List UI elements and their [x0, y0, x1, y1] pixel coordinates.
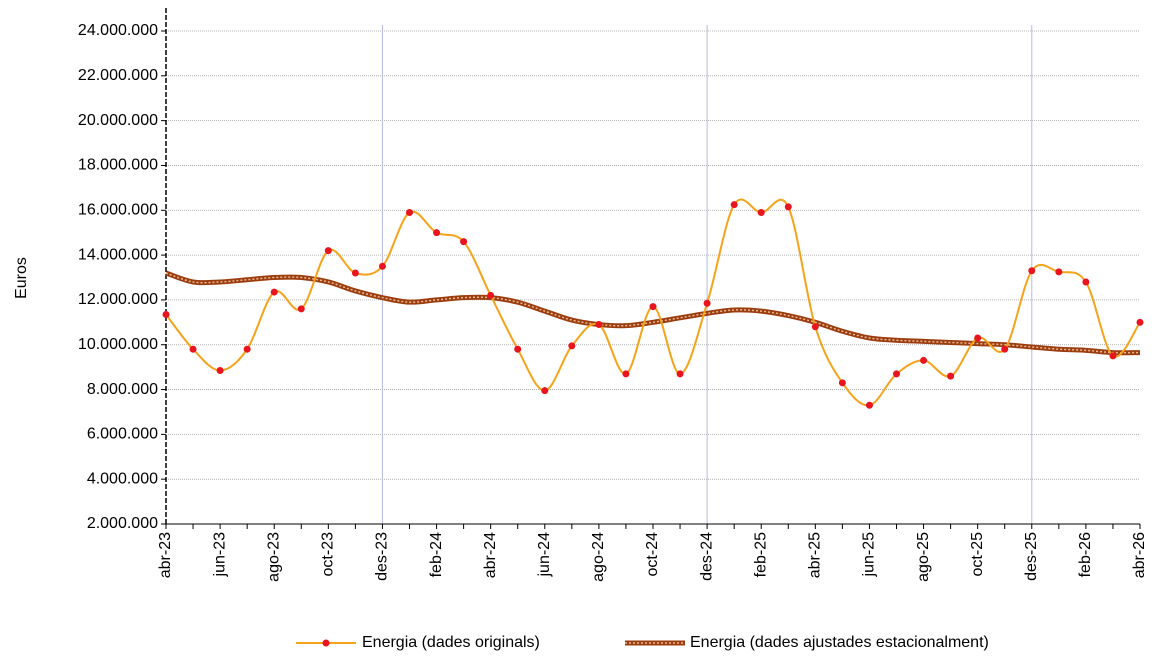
data-point — [406, 209, 413, 217]
data-point — [784, 203, 792, 211]
data-point — [838, 379, 846, 387]
x-tick-label: feb-25 — [752, 532, 769, 577]
x-tick-label: ago-24 — [590, 532, 607, 582]
data-point — [1055, 268, 1063, 276]
data-point — [1028, 267, 1036, 275]
data-point — [649, 303, 657, 311]
data-point — [811, 323, 819, 331]
data-point — [568, 342, 576, 350]
data-point — [297, 305, 305, 313]
data-point — [433, 229, 441, 237]
x-tick-label: ago-25 — [915, 532, 932, 582]
data-point — [162, 310, 170, 318]
x-tick-label: jun-24 — [536, 532, 553, 578]
data-point — [595, 321, 603, 329]
x-tick-label: oct-23 — [320, 532, 337, 577]
y-tick-label: 10.000.000 — [78, 336, 158, 353]
y-tick-label: 16.000.000 — [78, 201, 158, 218]
x-tick-label: des-25 — [1023, 532, 1040, 581]
y-tick-label: 24.000.000 — [78, 22, 158, 39]
x-tick-label: jun-25 — [861, 532, 878, 578]
y-tick-label: 4.000.000 — [87, 470, 158, 487]
legend-label: Energia (dades ajustades estacionalment) — [690, 634, 989, 651]
data-point — [703, 299, 711, 307]
data-point — [189, 345, 197, 353]
data-point — [1001, 345, 1009, 353]
data-point — [865, 401, 873, 409]
y-axis-title: Euros — [13, 257, 30, 299]
data-point — [270, 288, 278, 296]
data-point — [1082, 278, 1090, 286]
y-tick-label: 12.000.000 — [78, 291, 158, 308]
x-tick-label: feb-26 — [1077, 532, 1094, 577]
x-tick-label: des-23 — [374, 532, 391, 581]
data-point — [351, 269, 359, 277]
y-tick-label: 20.000.000 — [78, 112, 158, 129]
trend-line-dots — [165, 272, 1141, 354]
data-point — [216, 366, 224, 374]
x-tick-label: oct-24 — [644, 532, 661, 577]
y-tick-label: 18.000.000 — [78, 157, 158, 174]
x-tick-label: abr-26 — [1131, 532, 1148, 578]
x-tick-label: feb-24 — [428, 532, 445, 577]
data-point — [730, 201, 738, 209]
data-point — [757, 209, 765, 217]
data-point — [947, 372, 955, 380]
data-point — [460, 238, 468, 246]
y-tick-label: 14.000.000 — [78, 246, 158, 263]
data-point — [514, 345, 522, 353]
x-tick-label: abr-25 — [807, 532, 824, 578]
data-point — [676, 370, 684, 378]
data-point — [487, 291, 495, 299]
y-tick-label: 2.000.000 — [87, 515, 158, 532]
data-point — [622, 370, 630, 378]
data-point — [1109, 352, 1117, 360]
x-tick-label: oct-25 — [969, 532, 986, 577]
legend-label: Energia (dades originals) — [362, 634, 540, 651]
x-tick-label: jun-23 — [211, 532, 228, 578]
data-point — [324, 247, 332, 255]
data-point — [920, 356, 928, 364]
x-tick-label: ago-23 — [265, 532, 282, 582]
data-point — [1136, 318, 1144, 326]
data-point — [893, 370, 900, 378]
series-line — [165, 198, 1141, 407]
x-tick-label: des-24 — [698, 532, 715, 581]
data-point — [243, 345, 251, 353]
y-tick-label: 6.000.000 — [87, 426, 158, 443]
data-point — [541, 387, 549, 395]
y-tick-label: 22.000.000 — [78, 67, 158, 84]
x-tick-label: abr-24 — [482, 532, 499, 578]
legend-marker — [322, 639, 330, 647]
x-tick-label: abr-23 — [157, 532, 174, 578]
y-tick-label: 8.000.000 — [87, 381, 158, 398]
data-point — [974, 334, 982, 342]
data-point — [378, 262, 386, 270]
